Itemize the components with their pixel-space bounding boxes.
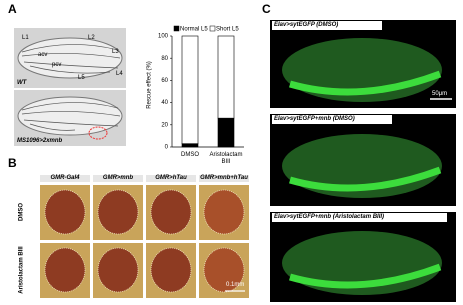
y-tick-label: 100 xyxy=(158,34,169,40)
eye xyxy=(44,189,86,235)
vein-label: acv xyxy=(38,52,48,58)
eye-column-header: GMR>mnb xyxy=(93,175,143,182)
caption-box xyxy=(272,115,392,124)
eye xyxy=(97,247,139,293)
y-tick-label: 20 xyxy=(161,122,168,128)
legend-swatch xyxy=(173,25,180,32)
eye-column-header: GMR>hTau xyxy=(146,175,196,182)
eye xyxy=(203,247,245,293)
vein-label: L2 xyxy=(88,35,95,41)
highlight xyxy=(88,126,108,140)
scale-label: 50μm xyxy=(432,91,448,97)
vein-label: L3 xyxy=(112,49,119,55)
embryo-caption: Elav>sytEGFP+mnb (DMSO) xyxy=(274,116,355,122)
wing-caption: MS1096>2xmnb xyxy=(17,138,63,144)
panel-label: A xyxy=(8,2,17,16)
wing xyxy=(17,96,123,136)
embryo-caption: Elav>sytEGFP+mnb (Aristolactam BIII) xyxy=(274,214,385,220)
y-tick-label: 60 xyxy=(161,78,168,84)
vein-label: pcv xyxy=(52,62,62,68)
x-tick-label: DMSO xyxy=(181,152,199,158)
eye xyxy=(150,247,192,293)
legend-label: Normal L5 xyxy=(180,27,208,33)
legend-label: Short L5 xyxy=(216,27,239,33)
vein-label: L1 xyxy=(22,35,29,41)
panel-label: C xyxy=(262,2,271,16)
embryo-caption: Elav>sytEGFP (DMSO) xyxy=(274,22,339,28)
y-axis-label: Rescue effect (%) xyxy=(146,61,153,109)
bar xyxy=(181,35,199,144)
y-tick-label: 0 xyxy=(165,145,169,151)
nerve-cord xyxy=(289,263,442,289)
nerve-cord xyxy=(289,70,442,96)
wing-caption: WT xyxy=(17,80,27,86)
eye xyxy=(203,189,245,235)
nerve-cord xyxy=(289,166,442,192)
eye-column-header: GMR-Gal4 xyxy=(40,175,90,182)
wing xyxy=(17,37,123,79)
panel-label: B xyxy=(8,156,17,170)
eye xyxy=(44,247,86,293)
eye xyxy=(97,189,139,235)
eye xyxy=(150,189,192,235)
caption-box xyxy=(272,213,447,222)
veins xyxy=(21,102,121,131)
bar xyxy=(181,143,199,148)
bar xyxy=(217,117,235,148)
x-tick-label: Aristolactam BIII xyxy=(209,152,243,165)
y-tick-label: 40 xyxy=(161,100,168,106)
eye-column-header: GMR>mnb+hTau xyxy=(199,175,249,182)
scale-label: 0.1mm xyxy=(226,282,245,288)
veins xyxy=(21,44,121,74)
vein-label: L4 xyxy=(116,71,123,77)
vein-label: L5 xyxy=(78,75,85,81)
eye-row-label: Aristolactam BIII xyxy=(18,246,25,294)
bar xyxy=(217,35,235,119)
y-tick-label: 80 xyxy=(161,56,168,62)
eye-row-label: DMSO xyxy=(18,203,25,221)
legend-swatch xyxy=(209,25,216,32)
caption-box xyxy=(272,21,382,30)
